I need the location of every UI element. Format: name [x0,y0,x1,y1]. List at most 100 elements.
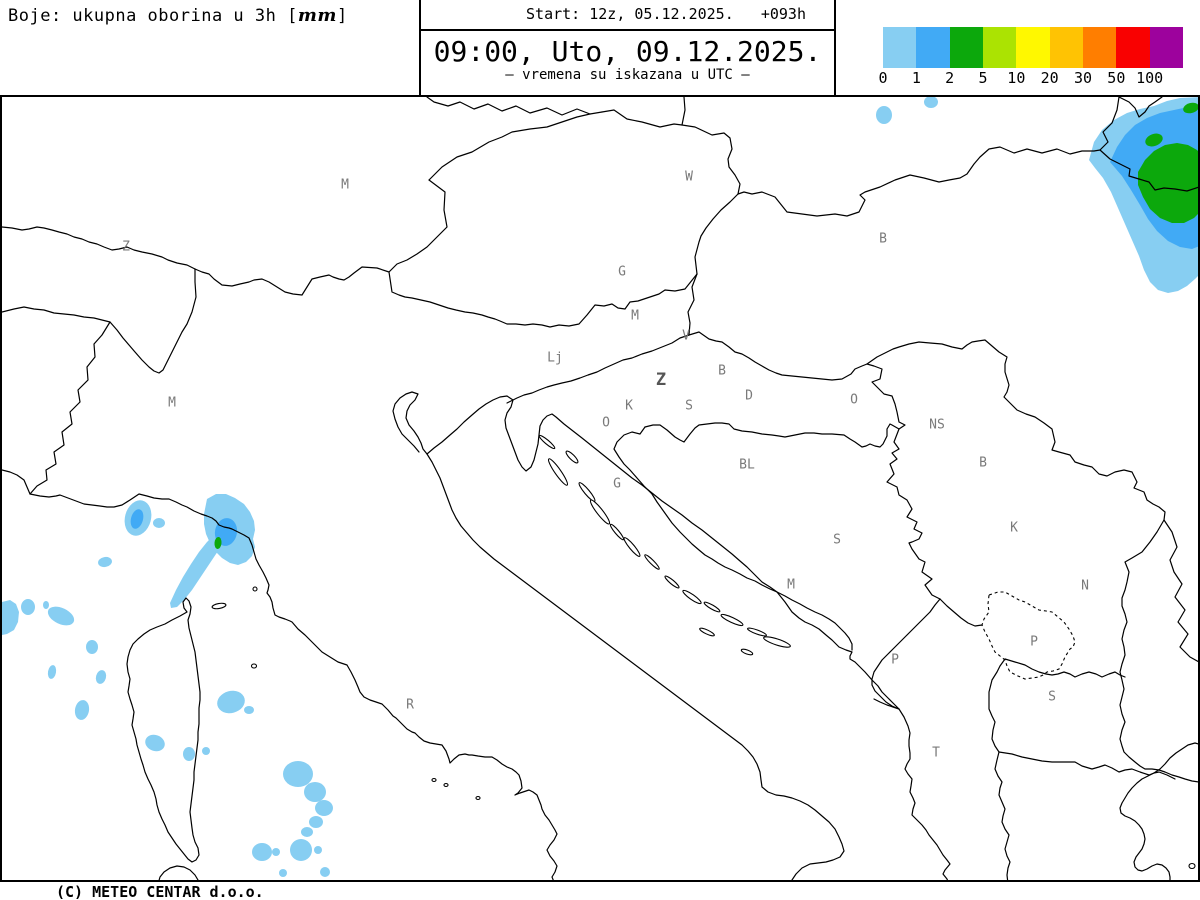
city-label: O [602,416,610,431]
border-coastline [694,193,739,275]
precip-blob-level-1 [98,556,112,568]
city-label: N [1081,579,1089,594]
legend-colorbar [883,27,1183,68]
island [623,537,641,557]
border-coastline [687,273,698,336]
border-coastline [1163,519,1198,663]
precip-layer-medium [130,106,1198,546]
precipitation-legend: 0 1 2 5 10 20 30 50 100 [878,27,1183,87]
precip-blob-level-1 [272,848,280,856]
border-coastline [988,658,1011,880]
island [475,795,481,801]
legend-cell-20 [1049,27,1083,68]
model-start-line: Start: 12z, 05.12.2025. +093h [421,0,834,31]
title-bracket-close: ] [336,6,348,26]
border-coastline [644,422,941,600]
border-coastline [1118,97,1163,118]
map-canvas: M W Z B G M V Lj Z B D K S O O M NS BL B G K S M N P P S R T [0,95,1200,882]
precip-blob-level-1 [314,846,322,854]
island [578,482,596,502]
border-dashed-kosovo [981,591,1076,680]
precip-blob-level-1 [86,640,98,654]
border-coastline [613,426,853,651]
island [740,648,754,656]
copyright: (C) METEO CENTAR d.o.o. [56,883,264,900]
valid-time: 09:00, Uto, 09.12.2025. [433,35,822,68]
border-coastline [126,597,201,863]
border-coastline [939,598,983,627]
legend-tick-label: 1 [911,69,921,87]
city-label: Z [656,370,666,390]
border-coastline [194,266,698,328]
city-label: M [168,396,176,411]
islands-layer [211,434,1196,870]
legend-tick-label: 100 [1136,69,1164,87]
border-coastline [428,113,591,181]
city-label: V [682,329,690,344]
city-label: Z [122,240,130,255]
island [538,434,556,450]
legend-cell-5 [982,27,1017,68]
precip-blob-level-1 [304,782,326,802]
city-label: BL [739,458,755,473]
island [609,523,625,541]
map-svg: M W Z B G M V Lj Z B D K S O O M NS BL B G K S M N P P S R T [2,97,1198,880]
border-coastline [1004,658,1126,678]
island [763,636,791,648]
city-label: P [1030,635,1038,650]
border-coastline [426,97,603,116]
page-title: Boje: ukupna oborina u 3h [mm] [8,5,348,26]
precip-blob-level-1 [145,734,165,752]
precip-blob-level-1 [217,690,245,714]
legend-cell-30 [1082,27,1117,68]
precip-blob-level-1 [21,599,35,615]
city-label: G [613,477,621,492]
island [747,627,767,637]
legend-tick-label: 5 [978,69,988,87]
border-coastline [506,334,690,404]
city-label: S [685,399,693,414]
legend-cell-50 [1116,27,1150,68]
border-coastline [998,751,1176,780]
legend-cell-10 [1016,27,1050,68]
city-label: K [1010,521,1018,536]
border-coastline [2,469,558,880]
island [250,663,258,669]
border-coastline [601,109,1101,217]
city-label: B [718,364,726,379]
precip-blob-level-1 [47,606,75,626]
legend-cell-1 [916,27,950,68]
precip-blob-level-1 [283,761,313,787]
city-label: G [618,265,626,280]
city-labels-layer: M W Z B G M V Lj Z B D K S O O M NS BL B G K S M N P P S R T [122,170,1089,761]
city-label: D [745,389,753,404]
precip-blob-level-3 [214,537,222,549]
precip-blob-level-1 [252,843,272,861]
city-label: K [625,399,633,414]
border-coastline [388,179,448,273]
precip-blob-level-1 [74,700,90,720]
border-coastline [1119,519,1198,783]
island [443,782,449,788]
city-label: S [833,533,841,548]
border-coastline [158,865,199,880]
island [211,602,227,610]
precip-blob-level-2 [130,509,144,529]
island [252,586,258,592]
border-coastline [392,391,951,880]
borders-layer [2,97,1198,880]
legend-tick-label: 20 [1040,69,1059,87]
precip-blob-level-3 [1138,143,1198,223]
precip-blob-level-1 [2,600,19,635]
city-label: R [406,698,414,713]
legend-tick-labels: 0 1 2 5 10 20 30 50 100 [878,68,1183,87]
island [644,554,660,570]
border-coastline [866,363,906,430]
island [1188,862,1196,870]
precip-blob-level-1 [320,867,330,877]
precip-blob-level-1 [47,665,57,679]
forecast-time-panel: Start: 12z, 05.12.2025. +093h 09:00, Uto… [419,0,836,95]
precip-blob-level-1 [315,800,333,816]
precip-blob-level-1 [876,106,892,124]
city-label: S [1048,690,1056,705]
